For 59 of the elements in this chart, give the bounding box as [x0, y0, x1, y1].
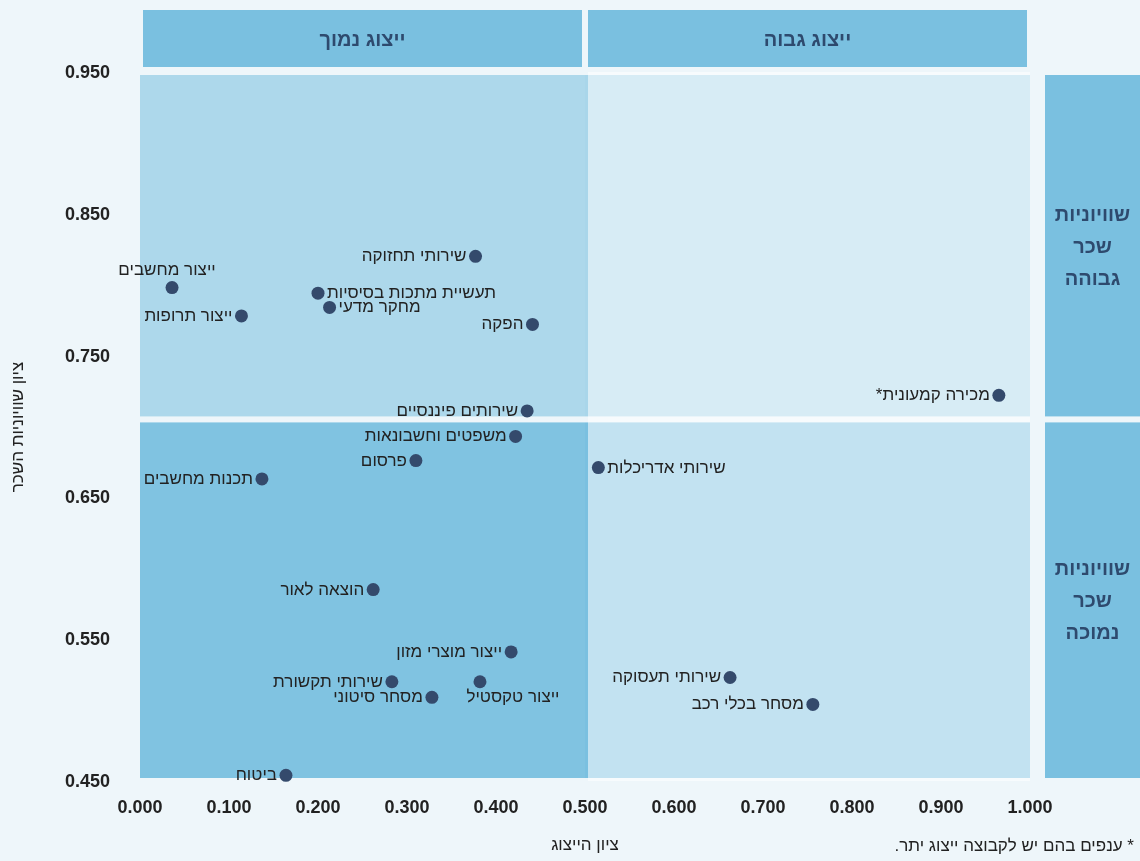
- point: [323, 300, 337, 314]
- point: [385, 675, 399, 689]
- x-tick-label: 0.800: [829, 797, 875, 818]
- annotation: ייצור טקסטיל: [466, 686, 560, 707]
- x-tick-label: 0.300: [384, 797, 430, 818]
- annotation: שירותי תחזוקה: [361, 246, 467, 267]
- band-label: שוויוניות שכר גבוהה: [1053, 201, 1132, 291]
- x-tick-label: 0.500: [562, 797, 608, 818]
- x-tick-label: 0.200: [295, 797, 341, 818]
- point: [311, 286, 325, 300]
- point: [469, 249, 483, 263]
- annotation: ייצור מוצרי מזון: [396, 642, 503, 662]
- y-tick-label: 0.950: [64, 61, 110, 83]
- x-tick-label: 0.900: [918, 797, 964, 818]
- annotation: הוצאה לאור: [280, 579, 365, 600]
- point: [425, 690, 439, 704]
- annotation: ייצור מחשבים: [118, 259, 216, 280]
- point: [366, 583, 380, 597]
- point: [525, 317, 539, 331]
- band-label: ייצוג נמוך: [318, 27, 407, 50]
- point: [473, 675, 487, 689]
- annotation: פרסום: [360, 450, 407, 471]
- x-tick-label: 0.100: [206, 797, 252, 818]
- x-tick-label: 1.000: [1007, 797, 1053, 818]
- x-tick-label: 0.000: [117, 797, 163, 818]
- annotation: ייצור תרופות: [144, 306, 233, 326]
- x-tick-label: 0.600: [651, 797, 697, 818]
- y-tick-label: 0.750: [64, 345, 110, 366]
- y-tick-label: 0.650: [64, 487, 110, 508]
- point: [806, 697, 820, 711]
- point: [409, 454, 423, 468]
- annotation: שירותי אדריכלות: [607, 457, 726, 478]
- point: [591, 461, 605, 475]
- point: [509, 429, 523, 443]
- x-tick-label: 0.400: [473, 797, 519, 818]
- annotation: משפטים וחשבונאות: [364, 426, 507, 447]
- annotation: שירותי תעסוקה: [612, 667, 722, 688]
- point: [520, 404, 534, 418]
- point: [723, 670, 737, 684]
- annotation: תכנות מחשבים: [143, 469, 253, 489]
- x-tick-label: 0.700: [740, 797, 786, 818]
- y-tick-label: 0.450: [64, 770, 110, 792]
- annotation: הפקה: [481, 314, 524, 335]
- band-label: שוויוניות שכר נמוכה: [1053, 556, 1132, 646]
- text: * ענפים בהם יש לקבוצה ייצוג יתר.: [894, 836, 1134, 856]
- annotation: מסחר בכלי רכב: [691, 694, 804, 715]
- point: [279, 768, 293, 782]
- point: [992, 388, 1006, 402]
- y-axis-title: ציון שוויוניות השכר: [8, 361, 28, 492]
- annotation: שירותים פיננסיים: [396, 401, 519, 421]
- y-tick-label: 0.850: [64, 203, 110, 225]
- point: [504, 645, 518, 659]
- annotation: מכירה קמעונית*: [875, 385, 990, 406]
- band-label: ייצוג גבוה: [762, 27, 853, 50]
- y-tick-label: 0.550: [64, 628, 110, 650]
- x-axis-title: ציון הייצוג: [551, 835, 619, 855]
- point: [234, 309, 248, 323]
- point: [165, 281, 179, 295]
- point: [255, 472, 269, 486]
